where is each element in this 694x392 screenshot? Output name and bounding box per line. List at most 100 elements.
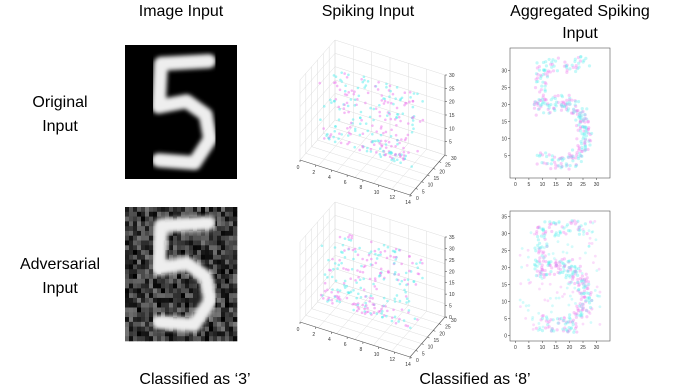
noise-pixel (225, 269, 230, 275)
spike-dot (565, 163, 569, 167)
noise-pixel (149, 278, 154, 284)
noise-pixel (233, 226, 238, 232)
spike-dot (559, 108, 564, 112)
spike-dot (540, 265, 544, 270)
spike (408, 100, 411, 104)
spike-dot (588, 143, 592, 147)
noise-pixel (229, 269, 234, 275)
spike-dot (533, 100, 537, 104)
noise-pixel (141, 283, 146, 289)
noise-pixel (145, 297, 150, 304)
spike-dot (590, 131, 594, 136)
noise-pixel (201, 245, 206, 251)
noise-pixel (221, 216, 226, 222)
noise-pixel (225, 283, 230, 289)
noise-pixel (161, 211, 166, 217)
spike-dot (546, 69, 551, 73)
spike (394, 258, 398, 261)
tick-label: 0 (514, 182, 517, 188)
spike-dot (584, 251, 587, 255)
spike (398, 152, 402, 156)
spike-dot (566, 269, 570, 273)
noise-pixel (133, 240, 138, 246)
noise-pixel (141, 259, 146, 265)
noise-pixel (185, 240, 190, 246)
spike-dot (551, 158, 555, 162)
noise-pixel (213, 336, 218, 342)
spike (372, 107, 376, 111)
noise-pixel (221, 321, 226, 327)
noise-pixel (229, 211, 234, 217)
spike-dot (590, 242, 594, 245)
noise-pixel (157, 207, 162, 213)
spike-dot (565, 223, 570, 227)
spike (354, 278, 357, 282)
spike-dot (569, 111, 574, 115)
noise-pixel (233, 216, 238, 222)
spike (379, 155, 383, 158)
spike-dot (584, 56, 588, 60)
noise-pixel (181, 278, 186, 284)
spike-dot (598, 323, 602, 326)
spike (384, 118, 387, 122)
spike (403, 288, 406, 292)
spike-dot (536, 226, 540, 230)
spike-dot (582, 233, 585, 236)
spike (346, 134, 350, 137)
spike (352, 92, 356, 96)
spike-dot (532, 102, 536, 107)
noise-pixel (229, 245, 234, 251)
noise-pixel (233, 297, 238, 304)
noise-pixel (169, 293, 174, 299)
spike-dot (573, 264, 577, 269)
spike (378, 153, 382, 156)
spike-dot (536, 329, 540, 332)
spike-dot (544, 162, 549, 166)
spike (412, 92, 416, 95)
spike-dot (562, 292, 566, 296)
spike (338, 132, 341, 135)
noise-pixel (145, 230, 150, 237)
noise-pixel (225, 336, 230, 342)
spike (378, 114, 382, 118)
spike (386, 245, 390, 249)
noise-pixel (137, 221, 142, 227)
noise-pixel (233, 293, 238, 299)
spike-dot (579, 297, 583, 301)
noise-pixel (141, 269, 146, 275)
spike-dot (535, 269, 539, 273)
spike (337, 118, 341, 121)
spike (334, 279, 338, 283)
noise-pixel (181, 288, 186, 294)
noise-pixel (141, 240, 146, 246)
noise-pixel (133, 288, 138, 294)
spike-dot (587, 244, 591, 248)
noise-pixel (125, 302, 130, 308)
spike (351, 248, 355, 252)
noise-pixel (185, 211, 190, 217)
spike (373, 306, 376, 310)
spike-dot (574, 69, 578, 74)
tick-label: 10 (428, 183, 434, 189)
spike-dot (541, 227, 545, 231)
spike-dot (562, 257, 566, 261)
noise-pixel (217, 235, 222, 241)
noise-pixel (173, 283, 178, 289)
spike-dot (586, 284, 590, 288)
noise-pixel (213, 250, 218, 256)
spike-dot (596, 294, 600, 298)
spike-dot (536, 243, 540, 247)
spike (353, 104, 357, 107)
noise-pixel (213, 235, 218, 241)
spike-dot (576, 67, 580, 71)
plot-frame (509, 210, 611, 342)
noise-pixel (185, 297, 190, 304)
spike-dot (569, 280, 573, 284)
spike-dot (578, 114, 582, 118)
noise-pixel (193, 336, 198, 342)
noise-pixel (201, 321, 206, 327)
spike (395, 112, 399, 116)
spike (364, 301, 367, 305)
noise-pixel (213, 283, 218, 289)
spike (392, 102, 395, 106)
